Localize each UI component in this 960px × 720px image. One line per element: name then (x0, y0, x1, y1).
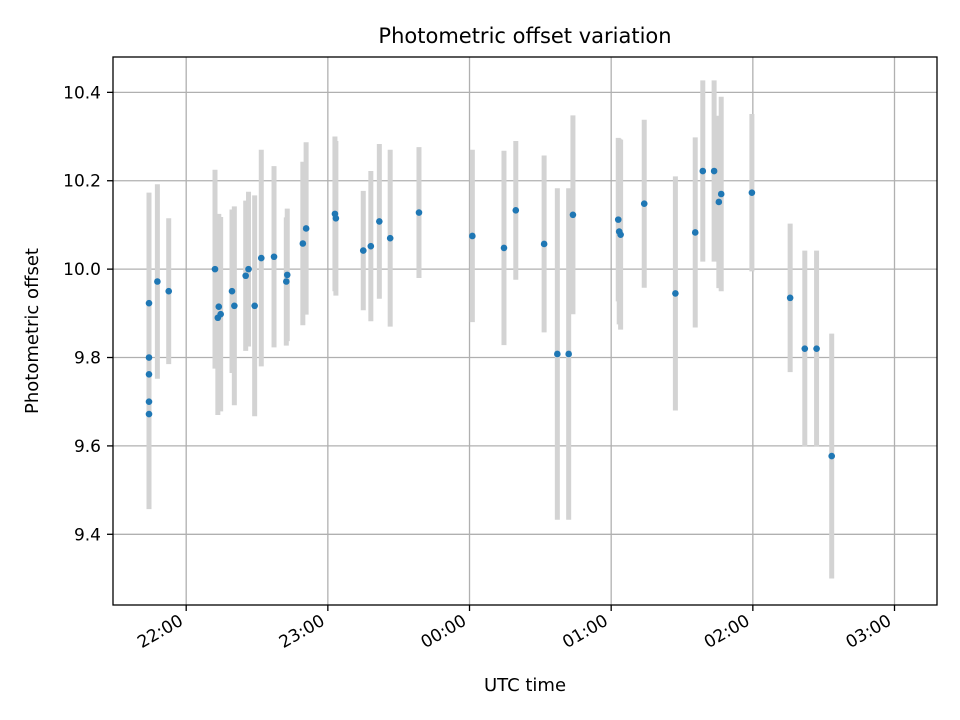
data-point (359, 247, 367, 254)
chart-title: Photometric offset variation (378, 24, 671, 48)
point-layer (145, 167, 835, 460)
x-tick-label: 23:00 (276, 611, 328, 653)
data-point (367, 242, 375, 250)
data-point (165, 287, 173, 295)
data-point (154, 278, 161, 285)
data-point (554, 350, 561, 358)
data-point (540, 240, 548, 248)
data-point (569, 211, 577, 219)
data-point (801, 345, 809, 352)
data-point (283, 271, 291, 279)
data-point (231, 302, 238, 310)
data-point (145, 371, 153, 378)
data-point (786, 294, 794, 302)
data-point (469, 232, 476, 240)
data-point (565, 350, 572, 358)
data-point (748, 189, 756, 196)
data-point (217, 310, 224, 318)
data-point (640, 200, 648, 208)
data-point (302, 225, 310, 232)
data-point (828, 452, 835, 460)
data-point (251, 302, 258, 310)
y-tick-label: 9.8 (74, 349, 101, 369)
x-tick-label: 02:00 (701, 611, 753, 653)
y-tick-label: 10.2 (63, 172, 101, 192)
y-tick-label: 10.4 (63, 83, 101, 103)
data-point (270, 253, 278, 261)
x-axis-label: UTC time (484, 675, 566, 696)
data-point (415, 209, 423, 216)
grid-layer (113, 57, 937, 605)
data-point (257, 254, 265, 262)
data-point (617, 231, 624, 238)
data-point (145, 299, 153, 307)
data-point (500, 244, 508, 252)
x-tick-label: 01:00 (559, 611, 611, 653)
y-axis-ticks: 9.4 9.6 9.8 10.0 10.2 10.4 (63, 83, 113, 545)
data-point (710, 167, 718, 175)
y-tick-label: 9.4 (74, 525, 101, 545)
plot-frame (112, 56, 938, 606)
errorbar-layer (146, 80, 835, 579)
data-point (299, 240, 307, 247)
y-axis-label: Photometric offset (22, 248, 43, 414)
data-point (228, 287, 236, 295)
data-point (717, 190, 725, 198)
data-point (145, 398, 153, 406)
data-point (691, 229, 699, 236)
data-point (145, 354, 153, 361)
data-point (282, 278, 290, 285)
data-point (672, 290, 679, 297)
y-tick-label: 9.6 (74, 437, 101, 457)
x-tick-label: 22:00 (134, 611, 186, 653)
data-point (813, 345, 820, 352)
y-tick-label: 10.0 (63, 260, 101, 280)
data-point (386, 234, 394, 242)
data-point (614, 216, 622, 223)
x-axis-ticks: 22:00 23:00 00:00 01:00 02:00 03:00 (134, 605, 896, 653)
data-point (211, 265, 219, 273)
data-point (512, 207, 520, 214)
data-point (245, 265, 252, 273)
data-point (242, 272, 249, 280)
data-point (145, 410, 153, 418)
x-tick-label: 03:00 (843, 611, 895, 653)
data-point (332, 215, 340, 222)
data-point (715, 198, 723, 206)
data-point (215, 303, 223, 310)
x-tick-label: 00:00 (418, 611, 470, 653)
data-point (376, 218, 383, 225)
data-point (699, 167, 707, 175)
